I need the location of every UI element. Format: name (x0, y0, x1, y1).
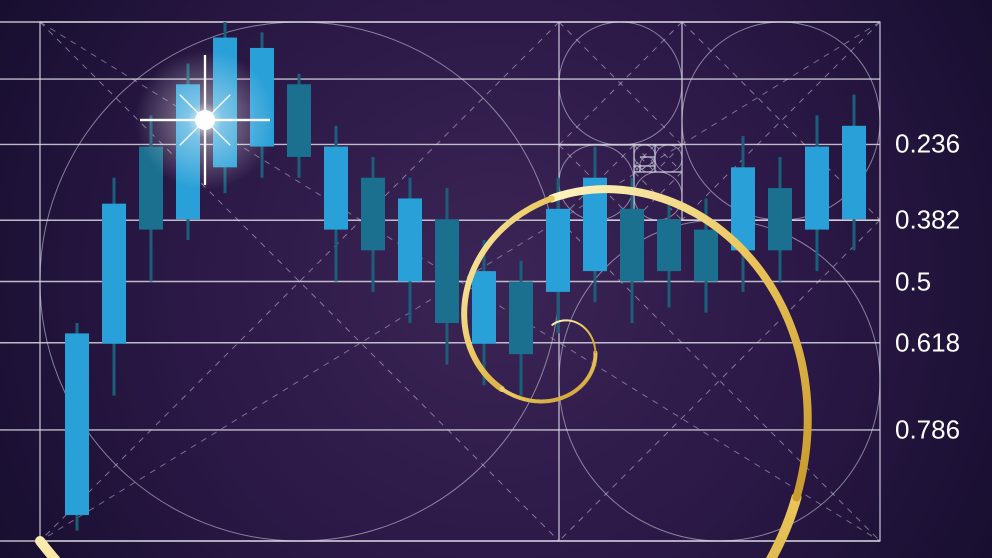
candle (65, 333, 89, 515)
fib-level-label: 0.618 (895, 327, 960, 358)
candle (546, 209, 570, 292)
candle (472, 271, 496, 344)
candle (694, 230, 718, 282)
candle (287, 84, 311, 157)
candle (768, 188, 792, 250)
candle (657, 219, 681, 271)
fib-level-label: 0.786 (895, 414, 960, 445)
fib-level-label: 0.236 (895, 129, 960, 160)
fibonacci-chart: 0.236 0.382 0.5 0.618 0.786 (0, 0, 992, 558)
candle (805, 147, 829, 230)
candle (842, 126, 866, 219)
candle (398, 198, 422, 281)
candle (102, 204, 126, 344)
candle (509, 282, 533, 355)
candle (361, 178, 385, 251)
fib-level-label: 0.382 (895, 205, 960, 236)
spark-icon (135, 50, 275, 190)
fib-level-label: 0.5 (895, 266, 931, 297)
chart-svg (0, 0, 992, 558)
candle (324, 147, 348, 230)
candle (620, 209, 644, 282)
candle (435, 219, 459, 323)
